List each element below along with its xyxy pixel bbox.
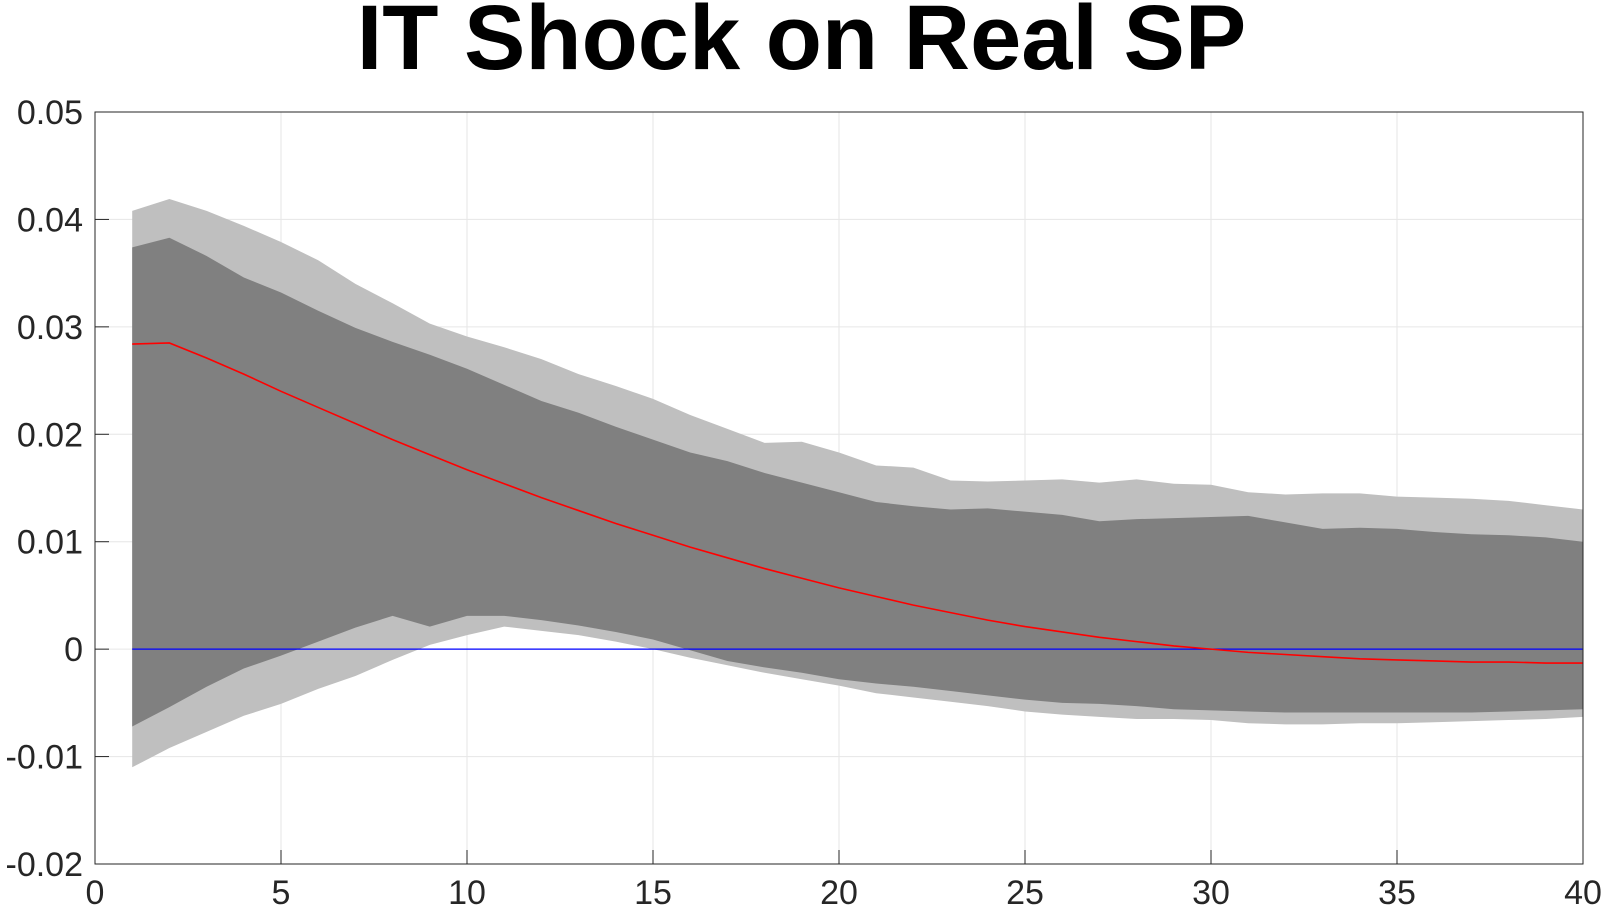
x-tick-label: 40 bbox=[1564, 874, 1602, 912]
y-tick-label: 0.05 bbox=[17, 94, 83, 132]
x-tick-label: 10 bbox=[448, 874, 486, 912]
x-tick-label: 35 bbox=[1378, 874, 1416, 912]
y-tick-label: 0.01 bbox=[17, 524, 83, 562]
y-tick-label: 0.04 bbox=[17, 201, 83, 239]
x-tick-label: 15 bbox=[634, 874, 672, 912]
y-tick-label: 0.02 bbox=[17, 416, 83, 454]
tick-labels: 0 5 10 15 20 25 30 35 40 -0.02 -0.01 0 0.01 0.02 0.03 0… bbox=[6, 94, 1602, 912]
confidence-bands bbox=[132, 199, 1584, 768]
series-lines bbox=[132, 342, 1583, 664]
x-tick-label: 5 bbox=[272, 874, 291, 912]
chart-title: IT Shock on Real SP bbox=[356, 0, 1247, 89]
y-tick-label: -0.02 bbox=[6, 846, 84, 884]
x-tick-label: 25 bbox=[1006, 874, 1044, 912]
y-tick-label: 0 bbox=[64, 631, 83, 669]
x-tick-label: 0 bbox=[86, 874, 105, 912]
median-response-line bbox=[132, 342, 1583, 664]
y-tick-label: -0.01 bbox=[6, 739, 84, 777]
x-tick-label: 20 bbox=[820, 874, 858, 912]
x-tick-label: 30 bbox=[1192, 874, 1230, 912]
y-tick-label: 0.03 bbox=[17, 309, 83, 347]
axes bbox=[94, 111, 1584, 865]
inner-confidence-band bbox=[132, 237, 1584, 727]
